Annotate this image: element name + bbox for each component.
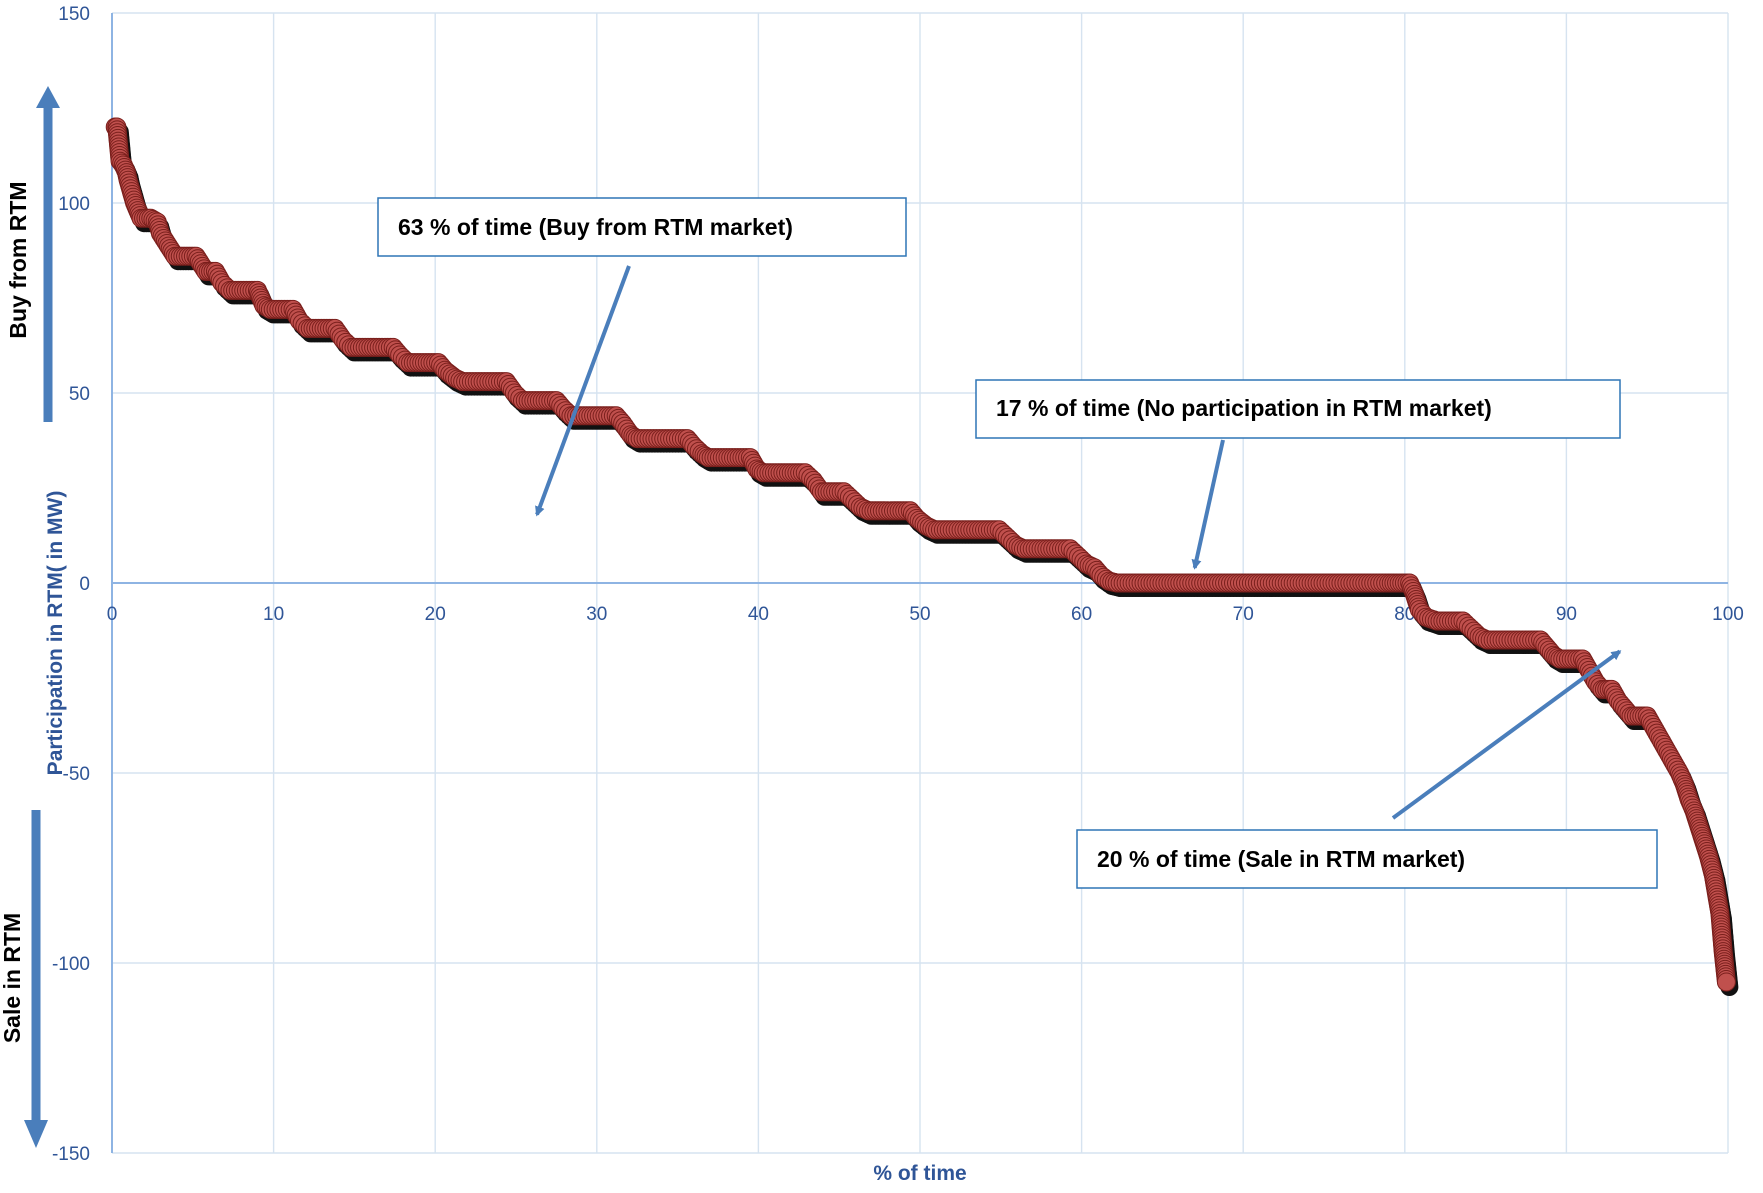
data-point	[1716, 972, 1736, 992]
x-tick-label-1: 10	[263, 604, 284, 625]
annotation-box-2	[975, 379, 1621, 439]
side-arrows	[24, 86, 60, 1148]
y-tick-label-4: 50	[69, 384, 90, 405]
y-tick-label-6: 150	[58, 4, 90, 25]
annotation-arrow-3-icon	[1391, 649, 1622, 820]
grid	[111, 12, 1729, 1154]
y-tick-label-5: 100	[58, 194, 90, 215]
sale-arrowhead-icon	[24, 1120, 48, 1148]
y-tick-labels: -150 -100 -50 0 50 100 150	[52, 4, 90, 1165]
buy-side-label: Buy from RTM	[5, 181, 31, 338]
annotation-text-2: 17 % of time (No participation in RTM ma…	[996, 395, 1492, 421]
x-tick-label-10: 100	[1712, 604, 1744, 625]
annotation-arrow-2-icon	[1191, 439, 1225, 570]
x-tick-label-7: 70	[1233, 604, 1254, 625]
annotation-text-1: 63 % of time (Buy from RTM market)	[398, 214, 793, 240]
y-tick-label-2: -50	[63, 764, 90, 785]
x-tick-label-2: 20	[425, 604, 446, 625]
axes	[111, 13, 1728, 1153]
y-axis-title: Participation in RTM( in MW)	[44, 491, 67, 776]
x-tick-label-3: 30	[586, 604, 607, 625]
annotation-text-3: 20 % of time (Sale in RTM market)	[1097, 846, 1465, 872]
data-points	[105, 117, 1739, 996]
x-tick-label-5: 50	[909, 604, 930, 625]
x-axis-title: % of time	[873, 1162, 966, 1185]
x-tick-label-9: 90	[1556, 604, 1577, 625]
x-tick-label-0: 0	[107, 604, 118, 625]
sale-side-label: Sale in RTM	[0, 913, 25, 1043]
annotation-box-1	[377, 197, 907, 257]
annotations: 63 % of time (Buy from RTM market) 17 % o…	[377, 197, 1658, 889]
x-tick-label-6: 60	[1071, 604, 1092, 625]
x-tick-label-4: 40	[748, 604, 769, 625]
y-tick-label-3: 0	[79, 574, 90, 595]
annotation-arrow-1-icon	[535, 265, 631, 517]
x-tick-labels: 0 10 20 30 40 50 60 70 80 90 100	[107, 604, 1744, 625]
buy-arrowhead-icon	[36, 86, 60, 108]
y-tick-label-0: -150	[52, 1144, 90, 1165]
annotation-box-3	[1076, 829, 1658, 889]
y-tick-label-1: -100	[52, 954, 90, 975]
